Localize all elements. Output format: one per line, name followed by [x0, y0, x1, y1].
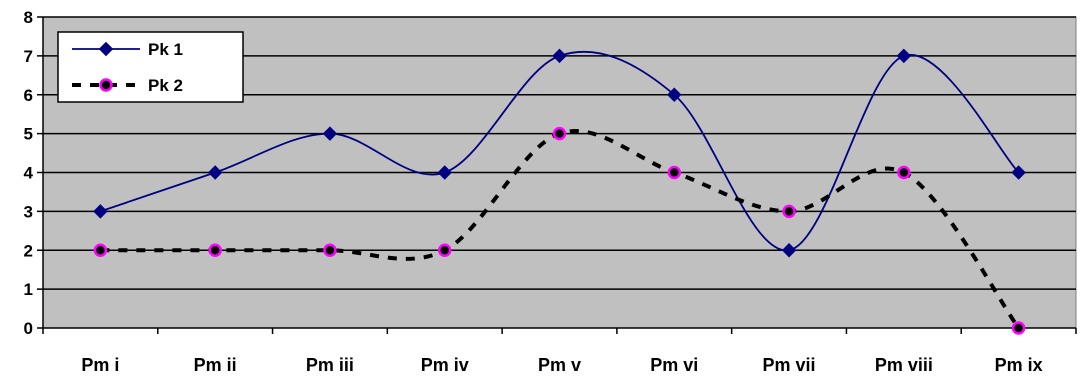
data-point-series-2 [93, 243, 108, 257]
legend-marker-1 [98, 41, 114, 57]
data-point-series-2 [552, 126, 567, 141]
x-axis-ticks: Pm i Pm ii Pm iii Pm iv Pm v Pm vi Pm vii Pm vi… [42, 328, 1077, 375]
data-point-series-1 [207, 165, 223, 180]
data-point-series-1 [1011, 165, 1026, 180]
x-tick-label: Pm vii [763, 355, 816, 375]
y-tick-label: 3 [24, 202, 33, 221]
y-axis-ticks: 0 1 2 3 4 5 6 7 8 [24, 8, 43, 338]
data-point-series-2 [437, 243, 452, 257]
data-point-series-2 [782, 204, 796, 219]
data-point-series-2 [323, 243, 337, 257]
series-line-1 [100, 51, 1020, 252]
x-tick-label: Pm viii [875, 355, 933, 375]
legend-label-2: Pk 2 [148, 76, 183, 95]
legend-label-1: Pk 1 [148, 40, 183, 59]
data-point-series-2 [667, 165, 682, 180]
x-tick-label: Pm i [81, 355, 119, 375]
data-point-series-1 [896, 48, 912, 64]
x-tick-label: Pm iii [306, 355, 354, 375]
y-tick-label: 6 [24, 86, 33, 105]
x-tick-label: Pm iv [421, 355, 469, 375]
x-tick-label: Pm ii [194, 355, 237, 375]
data-point-series-1 [781, 243, 797, 258]
x-tick-label: Pm v [538, 355, 581, 375]
legend-box [57, 31, 244, 103]
x-tick-label: Pm ix [995, 355, 1043, 375]
series-markers [93, 48, 1026, 335]
series-lines [100, 51, 1021, 330]
data-point-series-1 [552, 48, 567, 64]
y-tick-label: 5 [24, 125, 33, 144]
data-point-series-2 [1011, 321, 1026, 335]
y-tick-label: 8 [24, 8, 33, 27]
data-point-series-1 [322, 126, 338, 141]
y-tick-label: 1 [24, 280, 33, 299]
series-line-2 [100, 129, 1021, 330]
data-point-series-1 [93, 204, 108, 219]
data-point-series-1 [667, 87, 682, 102]
x-tick-label: Pm vi [650, 355, 698, 375]
legend: Pk 1 Pk 2 [57, 31, 244, 103]
data-point-series-2 [208, 243, 222, 257]
legend-marker-2 [99, 78, 113, 92]
y-tick-label: 7 [24, 47, 33, 66]
data-point-series-2 [897, 165, 911, 180]
data-point-series-1 [437, 165, 452, 180]
y-tick-label: 0 [24, 319, 33, 338]
y-tick-label: 4 [24, 164, 34, 183]
y-tick-label: 2 [24, 241, 33, 260]
